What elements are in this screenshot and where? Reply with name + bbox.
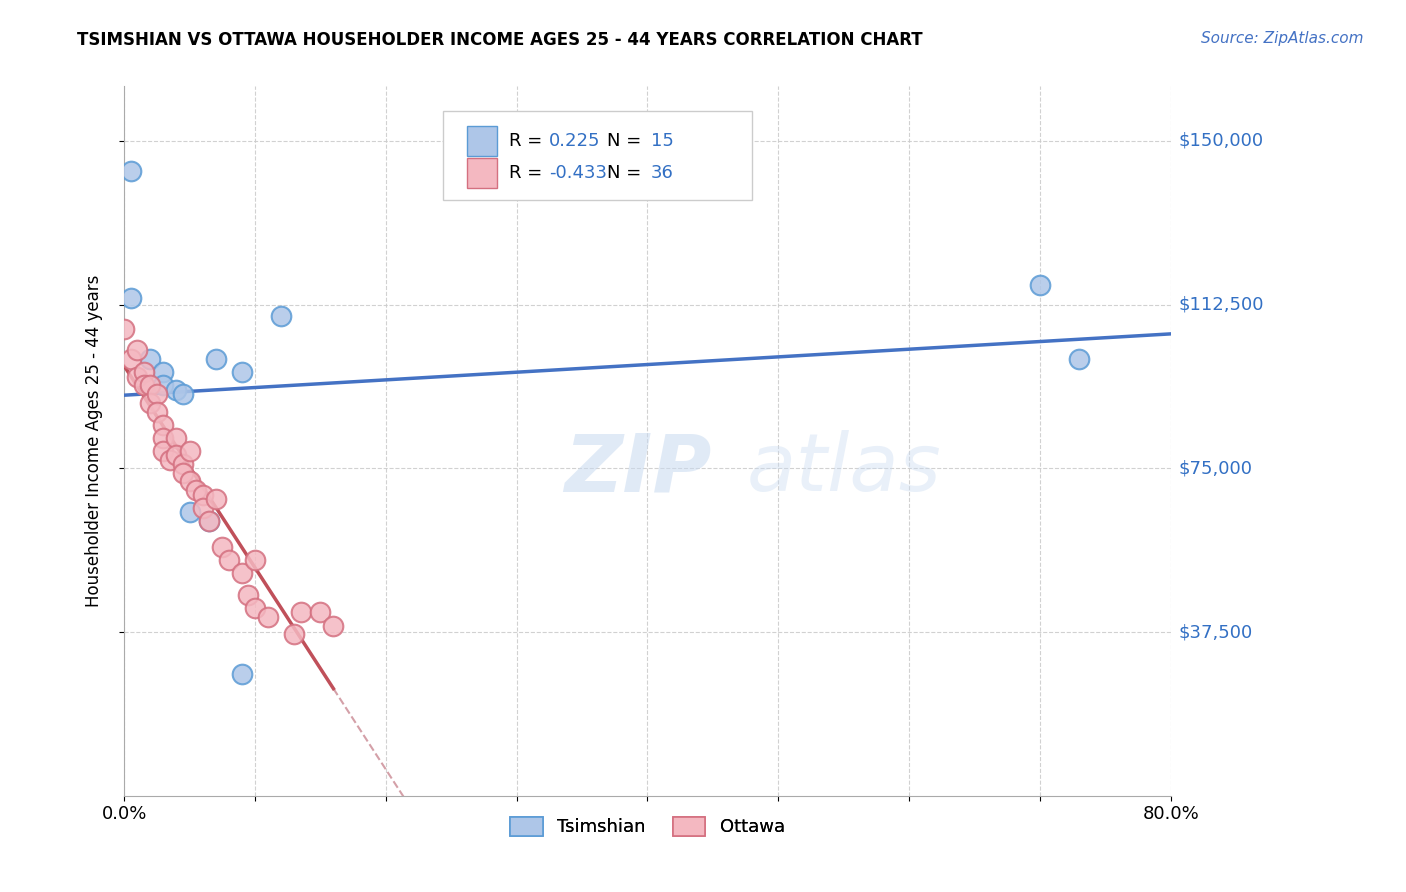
Point <box>198 514 221 528</box>
Bar <box>467 126 496 156</box>
Point <box>120 291 142 305</box>
Point <box>238 588 260 602</box>
Point <box>1067 352 1090 367</box>
Text: atlas: atlas <box>747 431 942 508</box>
Point <box>152 378 174 392</box>
Text: N =: N = <box>606 164 647 182</box>
Text: R =: R = <box>509 164 548 182</box>
Point <box>146 387 169 401</box>
Point <box>218 553 240 567</box>
Point <box>191 487 214 501</box>
Point <box>139 352 162 367</box>
Text: 15: 15 <box>651 132 673 150</box>
Point <box>198 514 221 528</box>
Point <box>120 352 142 367</box>
Point <box>257 609 280 624</box>
Legend: Tsimshian, Ottawa: Tsimshian, Ottawa <box>510 817 785 837</box>
Point <box>322 618 344 632</box>
Point <box>179 505 201 519</box>
FancyBboxPatch shape <box>443 112 752 200</box>
Point <box>270 309 292 323</box>
Text: $75,000: $75,000 <box>1180 459 1253 477</box>
Point <box>139 378 162 392</box>
Point <box>166 448 188 462</box>
Point <box>152 365 174 379</box>
Text: 0.225: 0.225 <box>548 132 600 150</box>
Point <box>283 627 305 641</box>
Point <box>152 431 174 445</box>
Point <box>127 343 149 358</box>
Point <box>309 606 332 620</box>
Point <box>152 443 174 458</box>
Point <box>179 443 201 458</box>
Point <box>172 466 194 480</box>
Text: $150,000: $150,000 <box>1180 132 1264 150</box>
Point <box>204 491 226 506</box>
Text: ZIP: ZIP <box>564 431 711 508</box>
Point <box>191 500 214 515</box>
Point <box>172 387 194 401</box>
Point <box>166 431 188 445</box>
Point <box>132 378 155 392</box>
Bar <box>467 158 496 188</box>
Point <box>231 566 253 581</box>
Point <box>172 457 194 471</box>
Text: 36: 36 <box>651 164 673 182</box>
Text: Source: ZipAtlas.com: Source: ZipAtlas.com <box>1201 31 1364 46</box>
Point <box>290 606 312 620</box>
Point <box>159 452 181 467</box>
Text: -0.433: -0.433 <box>548 164 607 182</box>
Point <box>166 383 188 397</box>
Point <box>152 417 174 432</box>
Point <box>204 352 226 367</box>
Point <box>179 475 201 489</box>
Point <box>1029 277 1052 292</box>
Y-axis label: Householder Income Ages 25 - 44 years: Householder Income Ages 25 - 44 years <box>86 275 103 607</box>
Text: TSIMSHIAN VS OTTAWA HOUSEHOLDER INCOME AGES 25 - 44 YEARS CORRELATION CHART: TSIMSHIAN VS OTTAWA HOUSEHOLDER INCOME A… <box>77 31 922 49</box>
Point <box>112 321 135 335</box>
Text: N =: N = <box>606 132 647 150</box>
Text: R =: R = <box>509 132 548 150</box>
Text: $112,500: $112,500 <box>1180 295 1264 314</box>
Point <box>211 540 233 554</box>
Point <box>243 601 266 615</box>
Point <box>127 369 149 384</box>
Point <box>231 365 253 379</box>
Point <box>132 365 155 379</box>
Point <box>139 396 162 410</box>
Point <box>120 164 142 178</box>
Point <box>231 666 253 681</box>
Point <box>146 404 169 418</box>
Point <box>184 483 207 498</box>
Text: $37,500: $37,500 <box>1180 623 1253 641</box>
Point <box>243 553 266 567</box>
